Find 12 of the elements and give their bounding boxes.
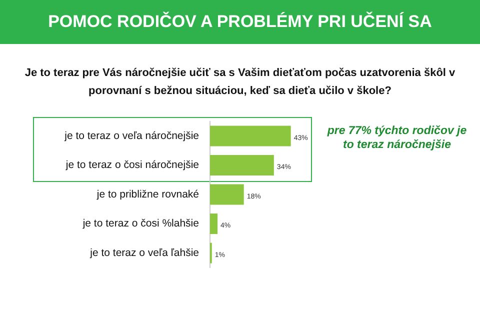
chart-title: POMOC RODIČOV A PROBLÉMY PRI UČENÍ SA: [0, 0, 480, 44]
bar: [210, 126, 291, 146]
text: pre 77% týchto rodičov je to teraz náročnejšie: [326, 124, 468, 152]
bar: [210, 154, 274, 176]
y-tick-label: je to teraz o veľa ľahšie: [89, 246, 200, 259]
bar: [210, 214, 218, 234]
chart-subtitle: Je to teraz pre Vás náročnejšie učiť sa s Vašim dieťaťom počas uzatvorenia škôl v porovnaní s bežnou situáciou, keď sa dieťa učilo v škole?: [24, 66, 456, 99]
bar: [210, 184, 244, 205]
y-tick-label: je to približne rovnaké: [96, 188, 200, 200]
y-tick-label: je to teraz o čosi %lahšie: [82, 218, 200, 230]
y-tick-label: je to teraz o čosi náročnejšie: [64, 159, 200, 172]
y-tick-label: je to teraz o veľa náročnejšie: [64, 130, 200, 142]
